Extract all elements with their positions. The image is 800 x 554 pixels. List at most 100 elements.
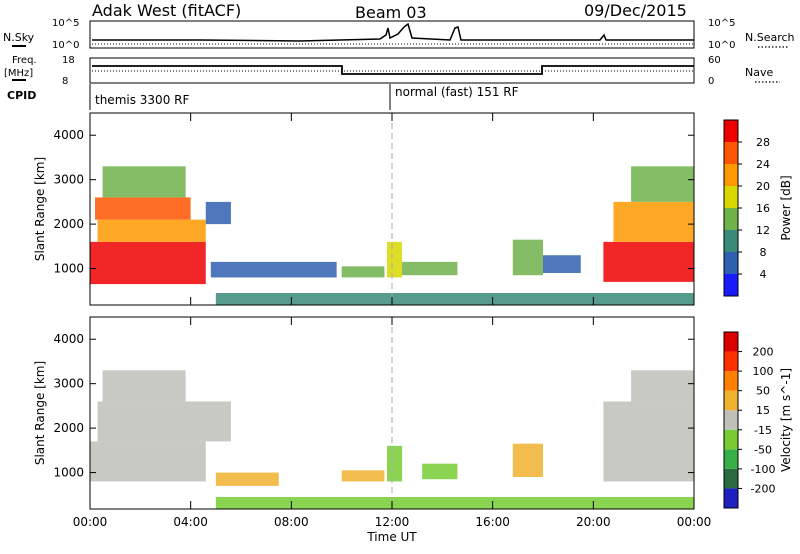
data-region-0 — [90, 241, 206, 285]
x-tick-label: 12:00 — [375, 515, 410, 529]
cpid-row: CPID themis 3300 RF normal (fast) 151 RF — [7, 84, 519, 110]
data-region-9 — [512, 239, 543, 276]
nave-tick-top: 60 — [708, 55, 721, 66]
colorbar-tick-label: 28 — [756, 136, 770, 149]
y-tick-label: 3000 — [53, 377, 84, 391]
freq-unit: [MHz] — [4, 68, 33, 79]
colorbar-swatch — [724, 371, 738, 391]
colorbar-tick-label: 50 — [756, 385, 770, 398]
colorbar-swatch — [724, 468, 738, 489]
cpid-segment-1: themis 3300 RF — [95, 93, 189, 107]
colorbar-tick-label: 8 — [760, 246, 767, 259]
nsky-label: N.Sky — [3, 31, 35, 44]
y-tick-label: 3000 — [53, 173, 84, 187]
data-region-9 — [631, 370, 694, 402]
colorbar-swatch — [724, 410, 738, 430]
x-tick-label: 00:00 — [73, 515, 108, 529]
y-tick-label: 1000 — [53, 466, 84, 480]
x-tick-label: 04:00 — [173, 515, 208, 529]
colorbar-tick-label: 20 — [756, 180, 770, 193]
cpid-label: CPID — [7, 89, 36, 102]
x-axis-label: Time UT — [366, 530, 417, 544]
nsearch-tick-top: 10^5 — [708, 18, 735, 29]
y-tick-label: 2000 — [53, 421, 84, 435]
x-tick-label: 20:00 — [576, 515, 611, 529]
y-axis-label: Slant Range [km] — [33, 361, 47, 465]
data-region-2 — [95, 197, 191, 220]
data-region-12 — [613, 201, 694, 242]
colorbar-swatch — [724, 142, 738, 164]
colorbar-swatch — [724, 186, 738, 208]
data-region-6 — [422, 463, 458, 480]
colorbar-swatch — [724, 230, 738, 252]
nsky-panel: N.Sky 10^5 10^0 10^5 10^0 N.Search — [3, 18, 795, 51]
data-region-8 — [402, 261, 458, 276]
colorbar-swatch — [724, 208, 738, 230]
colorbar-tick-label: -200 — [751, 482, 776, 495]
panel-power: 1000 2000 3000 4000 Slant Range [km] 4 8 12 16 20… — [33, 112, 793, 306]
x-tick-label: 00:00 — [677, 515, 712, 529]
freq-tick-bottom: 8 — [62, 76, 68, 87]
colorbar-tick-label: 100 — [753, 365, 774, 378]
colorbar-swatch — [724, 332, 738, 352]
nave-label: Nave — [745, 66, 773, 79]
colorbar-swatch — [724, 429, 738, 450]
data-region-10 — [215, 497, 695, 509]
data-region-0 — [90, 441, 206, 482]
colorbar-label: Velocity [m s^-1] — [779, 368, 793, 472]
colorbar-tick-label: 4 — [760, 268, 767, 281]
nsky-tick-bottom: 10^0 — [52, 40, 79, 51]
colorbar-swatch — [724, 488, 738, 508]
data-region-14 — [215, 293, 695, 305]
colorbar-tick-label: 12 — [756, 224, 770, 237]
y-tick-label: 4000 — [53, 332, 84, 346]
data-region-7 — [386, 241, 403, 278]
colorbar-tick-label: 24 — [756, 158, 770, 171]
freq-trace — [92, 65, 694, 75]
colorbar-frame — [723, 331, 739, 509]
data-region-11 — [603, 241, 694, 282]
data-region-2 — [102, 370, 186, 402]
data-region-8 — [603, 401, 694, 482]
data-region-4 — [341, 470, 385, 482]
colorbar-swatch — [724, 390, 738, 411]
nsky-tick-top: 10^5 — [52, 18, 79, 29]
y-axis-label: Slant Range [km] — [33, 157, 47, 261]
data-region-7 — [512, 443, 543, 477]
colorbar-tick-label: -50 — [754, 443, 772, 456]
nsearch-tick-bottom: 10^0 — [708, 40, 735, 51]
colorbar-tick-label: 15 — [756, 404, 770, 417]
data-region-3 — [102, 166, 186, 198]
colorbar-swatch — [724, 449, 738, 469]
colorbar-swatch — [724, 164, 738, 186]
y-tick-label: 2000 — [53, 217, 84, 231]
x-tick-label: 16:00 — [475, 515, 510, 529]
station-title: Adak West (fitACF) — [92, 1, 241, 20]
nave-tick-bottom: 0 — [708, 76, 714, 87]
colorbar: 4 8 12 16 20 24 28 Power [dB] — [723, 119, 793, 297]
colorbar-swatch — [724, 252, 738, 274]
cpid-segment-2: normal (fast) 151 RF — [395, 85, 519, 99]
colorbar-tick-label: 16 — [756, 202, 770, 215]
data-region-10 — [543, 255, 581, 273]
freq-tick-top: 18 — [62, 55, 75, 66]
colorbar-swatch — [724, 274, 738, 296]
colorbar-tick-label: 200 — [753, 346, 774, 359]
colorbar-tick-label: -100 — [751, 463, 776, 476]
data-region-6 — [341, 266, 385, 278]
date-title: 09/Dec/2015 — [584, 1, 687, 20]
colorbar-tick-label: -15 — [754, 424, 772, 437]
data-region-5 — [386, 445, 403, 482]
y-tick-label: 4000 — [53, 128, 84, 142]
data-region-13 — [631, 166, 694, 202]
freq-label: Freq. — [12, 55, 37, 66]
data-region-5 — [210, 261, 337, 278]
colorbar-label: Power [dB] — [779, 175, 793, 240]
panel-velocity: 1000 2000 3000 4000 Slant Range [km] 00:00 04:… — [33, 316, 793, 544]
colorbar-swatch — [724, 120, 738, 142]
x-tick-label: 08:00 — [274, 515, 309, 529]
freq-panel: Freq. [MHz] 18 8 60 0 Nave — [4, 55, 780, 87]
data-region-3 — [215, 472, 279, 486]
